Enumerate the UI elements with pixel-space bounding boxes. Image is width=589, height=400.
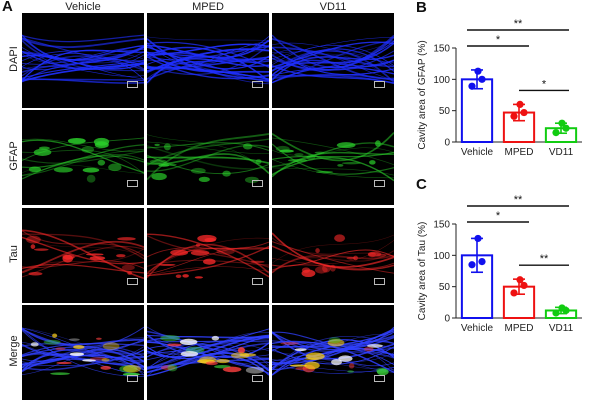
data-point-vehicle bbox=[478, 258, 486, 266]
data-point-vd11 bbox=[552, 309, 560, 317]
y-tick-label: 50 bbox=[439, 106, 451, 117]
scale-bar-box bbox=[374, 81, 385, 88]
x-tick-label-vehicle: Vehicle bbox=[461, 323, 494, 334]
panel-b-letter: B bbox=[416, 0, 427, 16]
micrograph-tau-vehicle bbox=[22, 208, 144, 303]
x-tick-label-vd11: VD11 bbox=[549, 147, 574, 158]
significance-label: * bbox=[496, 34, 501, 46]
y-tick-label: 100 bbox=[433, 75, 450, 86]
scale-bar-box bbox=[127, 180, 138, 187]
significance-label: ** bbox=[540, 253, 549, 265]
x-tick-label-vehicle: Vehicle bbox=[461, 147, 494, 158]
micrograph-merge-vd11 bbox=[272, 305, 394, 400]
column-header-vd11: VD11 bbox=[319, 1, 347, 13]
data-point-vehicle bbox=[478, 75, 486, 83]
y-axis-label: Cavity area of GFAP (%) bbox=[417, 40, 428, 149]
data-point-vd11 bbox=[562, 306, 570, 315]
micrograph-merge-vehicle bbox=[22, 305, 144, 400]
row-label-dapi: DAPI bbox=[8, 46, 20, 72]
y-tick-label: 150 bbox=[433, 220, 450, 231]
significance-label: * bbox=[542, 78, 547, 90]
y-tick-label: 0 bbox=[444, 138, 450, 149]
data-point-vehicle bbox=[474, 67, 482, 75]
data-point-mped bbox=[516, 100, 524, 108]
significance-label: ** bbox=[514, 18, 523, 30]
y-tick-label: 100 bbox=[433, 251, 450, 262]
x-tick-label-mped: MPED bbox=[505, 147, 534, 158]
column-header-mped: MPED bbox=[192, 1, 224, 13]
data-point-vehicle bbox=[474, 234, 482, 243]
x-tick-label-vd11: VD11 bbox=[549, 323, 574, 334]
data-point-vd11 bbox=[562, 124, 570, 132]
y-axis-label: Cavity area of Tau (%) bbox=[417, 222, 428, 321]
row-label-gfap: GFAP bbox=[8, 141, 20, 171]
micrograph-gfap-mped bbox=[147, 110, 269, 205]
micrograph-tau-vd11 bbox=[272, 208, 394, 303]
scale-bar-box bbox=[252, 81, 263, 88]
significance-label: ** bbox=[514, 194, 523, 206]
row-label-merge: Merge bbox=[8, 335, 20, 367]
scale-bar-box bbox=[127, 375, 138, 382]
data-point-mped bbox=[510, 112, 518, 120]
micrograph-gfap-vehicle bbox=[22, 110, 144, 205]
micrograph-dapi-vehicle bbox=[22, 13, 144, 108]
panel-a-letter: A bbox=[2, 0, 13, 15]
y-tick-label: 0 bbox=[444, 314, 450, 325]
column-header-vehicle: Vehicle bbox=[65, 1, 101, 13]
scale-bar-box bbox=[252, 375, 263, 382]
data-point-vd11 bbox=[558, 119, 566, 127]
x-tick-label-mped: MPED bbox=[505, 323, 534, 334]
significance-label: * bbox=[496, 210, 501, 222]
data-point-vehicle bbox=[468, 261, 476, 269]
micrograph-dapi-mped bbox=[147, 13, 269, 108]
scale-bar-box bbox=[127, 81, 138, 88]
scale-bar-box bbox=[374, 278, 385, 285]
data-point-vd11 bbox=[552, 129, 560, 137]
data-point-vehicle bbox=[468, 82, 476, 90]
data-point-mped bbox=[516, 276, 524, 284]
data-point-mped bbox=[520, 281, 528, 290]
data-point-mped bbox=[520, 108, 528, 117]
y-tick-label: 50 bbox=[439, 282, 451, 293]
scale-bar-box bbox=[252, 278, 263, 285]
y-tick-label: 150 bbox=[433, 44, 450, 55]
data-point-mped bbox=[510, 289, 518, 297]
gfap-bar-chart: 0 50 100 150 Cavity area of GFAP (%) Vehicle M… bbox=[417, 18, 582, 158]
micrograph-merge-mped bbox=[147, 305, 269, 400]
micrograph-tau-mped bbox=[147, 208, 269, 303]
scale-bar-box bbox=[374, 180, 385, 187]
tau-bar-chart: 0 50 100 150 Cavity area of Tau (%) Vehicle MP… bbox=[417, 194, 582, 334]
scale-bar-box bbox=[252, 180, 263, 187]
micrograph-dapi-vd11 bbox=[272, 13, 394, 108]
row-label-tau: Tau bbox=[8, 245, 20, 263]
scale-bar-box bbox=[127, 278, 138, 285]
panel-c-letter: C bbox=[416, 176, 427, 193]
micrograph-gfap-vd11 bbox=[272, 110, 394, 205]
scale-bar-box bbox=[374, 375, 385, 382]
